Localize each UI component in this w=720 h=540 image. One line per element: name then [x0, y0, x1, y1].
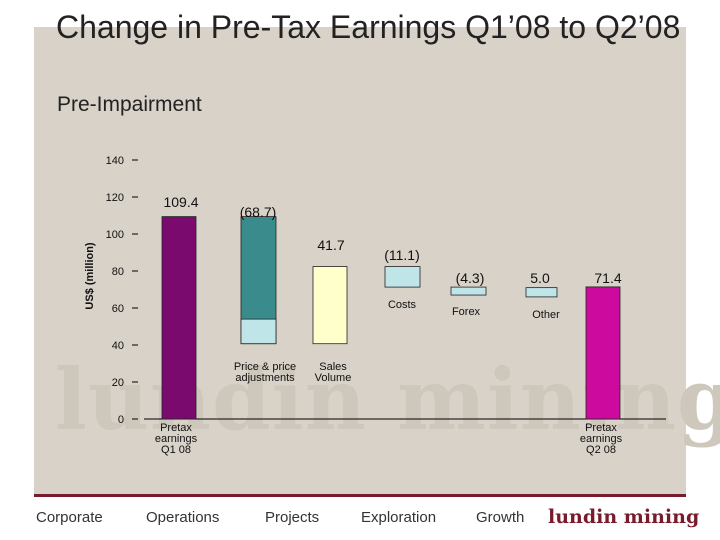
- data-label-q1: 109.4: [163, 194, 198, 210]
- y-tick-label: 0: [118, 414, 124, 426]
- y-tick-label: 40: [112, 340, 124, 352]
- slide-subtitle: Pre-Impairment: [57, 93, 202, 116]
- footer-nav-exploration[interactable]: Exploration: [361, 509, 437, 526]
- bar-q2: [585, 286, 621, 420]
- y-tick-label: 120: [106, 192, 124, 204]
- category-label-q2: Pretax: [585, 422, 617, 434]
- category-label-forex: Forex: [452, 306, 481, 318]
- slide-panel: [34, 27, 686, 495]
- y-tick-label: 20: [112, 377, 124, 389]
- data-label-price: (68.7): [240, 204, 277, 220]
- category-label-price: adjustments: [235, 372, 295, 384]
- y-axis-label: US$ (million): [84, 242, 96, 310]
- y-tick-label: 140: [106, 155, 124, 167]
- data-label-sales: 41.7: [317, 237, 344, 253]
- slide-title: Change in Pre-Tax Earnings Q1’08 to Q2’0…: [56, 9, 681, 45]
- category-label-q1: earnings: [155, 433, 198, 445]
- footer-nav-growth[interactable]: Growth: [476, 509, 525, 526]
- data-label-forex: (4.3): [456, 270, 485, 286]
- bar-q1: [161, 216, 197, 420]
- category-label-q2: earnings: [580, 433, 623, 445]
- lundin-mining-logo: lundin mining: [548, 506, 700, 528]
- category-label-q2: Q2 08: [586, 444, 616, 456]
- bar-price-lower-segment: [240, 318, 277, 345]
- y-tick-label: 60: [112, 303, 124, 315]
- bar-costs: [384, 266, 421, 288]
- category-label-sales: Volume: [315, 372, 352, 384]
- bar-forex: [450, 286, 487, 296]
- category-label-q1: Q1 08: [161, 444, 191, 456]
- data-label-other: 5.0: [530, 270, 550, 286]
- category-label-price: Price & price: [234, 361, 296, 373]
- bar-sales: [312, 266, 348, 345]
- category-label-sales: Sales: [319, 361, 347, 373]
- category-label-costs: Costs: [388, 299, 417, 311]
- category-label-other: Other: [532, 309, 560, 321]
- footer-nav-corporate[interactable]: Corporate: [36, 509, 103, 526]
- y-tick-label: 100: [106, 229, 124, 241]
- data-label-costs: (11.1): [384, 247, 420, 263]
- footer-nav-operations[interactable]: Operations: [146, 509, 220, 526]
- footer-nav-projects[interactable]: Projects: [265, 509, 320, 526]
- category-label-q1: Pretax: [160, 422, 192, 434]
- bar-other: [525, 287, 558, 298]
- data-label-q2: 71.4: [594, 270, 621, 286]
- y-tick-label: 80: [112, 266, 124, 278]
- footer-rule: [34, 494, 686, 497]
